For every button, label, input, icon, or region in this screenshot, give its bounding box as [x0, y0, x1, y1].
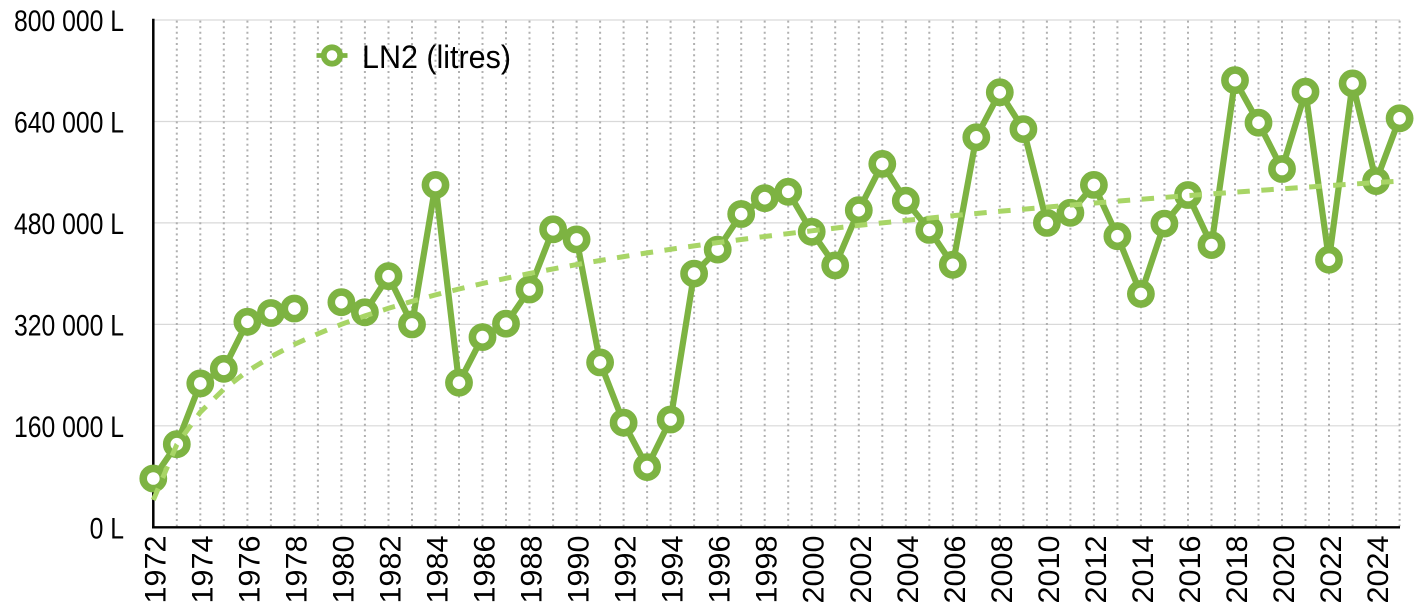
svg-text:1992: 1992 [610, 536, 643, 604]
svg-text:800 000 L: 800 000 L [14, 5, 124, 38]
svg-text:2014: 2014 [1127, 536, 1160, 604]
svg-text:1984: 1984 [422, 536, 455, 604]
svg-text:0 L: 0 L [90, 512, 124, 545]
svg-text:2018: 2018 [1221, 536, 1254, 604]
svg-text:1986: 1986 [469, 536, 502, 604]
svg-text:1994: 1994 [657, 536, 690, 604]
svg-text:2016: 2016 [1174, 536, 1207, 604]
svg-text:1972: 1972 [139, 536, 172, 604]
svg-text:1996: 1996 [704, 536, 737, 604]
svg-text:2022: 2022 [1315, 536, 1348, 604]
svg-text:1988: 1988 [516, 536, 549, 604]
svg-text:1978: 1978 [280, 536, 313, 604]
svg-text:2000: 2000 [798, 536, 831, 604]
svg-text:2004: 2004 [892, 536, 925, 604]
svg-text:2002: 2002 [845, 536, 878, 604]
svg-text:2008: 2008 [986, 536, 1019, 604]
svg-text:2010: 2010 [1033, 536, 1066, 604]
svg-text:640 000 L: 640 000 L [14, 107, 124, 140]
svg-text:1990: 1990 [563, 536, 596, 604]
svg-text:1980: 1980 [327, 536, 360, 604]
svg-text:1976: 1976 [233, 536, 266, 604]
svg-text:2012: 2012 [1080, 536, 1113, 604]
svg-text:2006: 2006 [939, 536, 972, 604]
svg-text:1974: 1974 [186, 536, 219, 604]
svg-text:320 000 L: 320 000 L [14, 309, 124, 342]
svg-text:2020: 2020 [1268, 536, 1301, 604]
svg-text:160 000 L: 160 000 L [14, 411, 124, 444]
svg-text:1982: 1982 [375, 536, 408, 604]
svg-text:LN2 (litres): LN2 (litres) [362, 39, 511, 75]
svg-text:2024: 2024 [1362, 536, 1395, 604]
svg-text:1998: 1998 [751, 536, 784, 604]
svg-text:480 000 L: 480 000 L [14, 208, 124, 241]
